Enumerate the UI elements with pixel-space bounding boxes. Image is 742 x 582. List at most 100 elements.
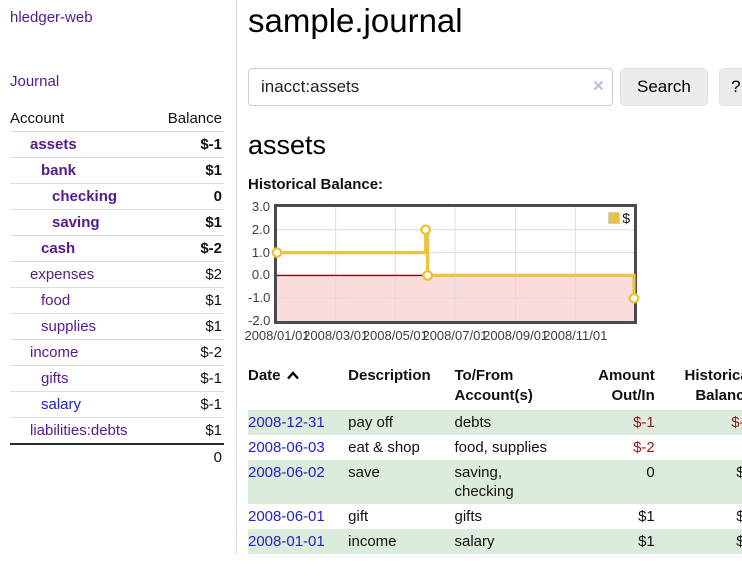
app-window: hledger-web Journal Account Balance asse… — [10, 0, 742, 554]
account-link[interactable]: gifts — [41, 370, 69, 387]
account-balance: $1 — [154, 313, 224, 340]
transaction-balance: $2 — [736, 464, 742, 481]
account-cell: assets — [10, 131, 155, 158]
transaction-date: 2008-06-02 — [248, 460, 348, 504]
chart-title: Historical Balance: — [248, 176, 384, 193]
transaction-amount: $1 — [638, 533, 655, 550]
transaction-balance: 0 — [655, 435, 742, 460]
transaction-date: 2008-06-03 — [248, 435, 348, 460]
search-input[interactable] — [248, 68, 613, 106]
transaction-date-link[interactable]: 2008-12-31 — [248, 414, 325, 431]
account-balance: $1 — [154, 417, 224, 444]
search-button[interactable]: Search — [620, 68, 708, 106]
account-link[interactable]: bank — [41, 162, 77, 179]
transaction-row[interactable]: 2008-01-01 income salary $1 $1 — [248, 529, 742, 554]
sort-ascending-icon — [286, 371, 299, 380]
account-cell: checking — [10, 183, 155, 210]
account-row: assets $-1 — [10, 131, 224, 158]
transaction-row[interactable]: 2008-06-01 gift gifts $1 $2 — [248, 504, 742, 529]
transaction-balance: $1 — [736, 533, 742, 550]
search-box: × — [248, 68, 613, 106]
account-link[interactable]: income — [30, 344, 79, 361]
account-cell: supplies — [10, 313, 155, 340]
account-row: bank $1 — [10, 157, 224, 184]
help-button[interactable]: ? — [718, 68, 742, 106]
transaction-row[interactable]: 2008-06-02 save saving, checking 0 $2 — [248, 460, 742, 504]
account-balance: $2 — [154, 261, 224, 288]
clear-search-icon[interactable]: × — [592, 76, 604, 98]
transaction-description: gift — [348, 508, 369, 525]
account-link[interactable]: salary — [41, 396, 82, 413]
account-cell: expenses — [10, 261, 155, 288]
search-form: × Search ? — [248, 68, 742, 106]
account-cell: bank — [10, 157, 155, 184]
transaction-amount: $1 — [638, 508, 655, 525]
transaction-description: save — [348, 464, 380, 481]
transaction-accounts: salary — [454, 533, 495, 550]
accounts-total: 0 — [10, 443, 224, 470]
transaction-description: eat & shop — [348, 439, 420, 456]
transaction-balance: $2 — [736, 508, 742, 525]
account-link[interactable]: saving — [52, 214, 100, 231]
main-content: sample.journal × Search ? assets Histori… — [237, 0, 742, 554]
column-header[interactable]: To/From Account(s) — [454, 367, 533, 404]
account-row: food $1 — [10, 287, 224, 314]
nav-journal-link[interactable]: Journal — [10, 73, 60, 90]
account-balance: $-1 — [154, 391, 224, 418]
account-row: liabilities:debts $1 — [10, 417, 224, 444]
transaction-date-link[interactable]: 2008-06-02 — [248, 464, 325, 481]
chart-legend: $ — [608, 210, 630, 226]
account-cell: food — [10, 287, 155, 314]
account-link[interactable]: cash — [41, 240, 76, 257]
transaction-amount: $-1 — [633, 414, 655, 431]
transaction-description: pay off — [348, 414, 393, 431]
transaction-accounts: debts — [454, 414, 492, 431]
chart-canvas — [271, 207, 640, 321]
transaction-accounts: food, supplies — [454, 439, 548, 456]
account-link[interactable]: expenses — [30, 266, 95, 283]
transaction-row[interactable]: 2008-12-31 pay off debts $-1 $-1 — [248, 410, 742, 435]
transaction-date-link[interactable]: 2008-06-01 — [248, 508, 325, 525]
account-balance: $1 — [154, 287, 224, 314]
transaction-amount: $-2 — [633, 439, 655, 456]
brand-link[interactable]: hledger-web — [10, 9, 93, 26]
account-link[interactable]: supplies — [41, 318, 97, 335]
sidebar-nav: Journal — [10, 72, 224, 91]
transaction-date-link[interactable]: 2008-06-03 — [248, 439, 325, 456]
account-row: income $-2 — [10, 339, 224, 366]
y-axis-label: 0.0 — [251, 267, 270, 283]
x-axis-label: 2008/09/01 — [483, 328, 549, 343]
account-link[interactable]: liabilities:debts — [30, 422, 128, 439]
legend-swatch — [608, 212, 621, 224]
transaction-description: income — [348, 533, 397, 550]
y-axis-label: -1.0 — [248, 290, 271, 306]
account-balance: $1 — [154, 157, 224, 184]
x-axis-label: 2008/07/01 — [422, 328, 488, 343]
account-cell: cash — [10, 235, 155, 262]
transaction-date: 2008-06-01 — [248, 504, 348, 529]
accounts-table: Account Balance assets $-1 bank $1 checking 0… — [10, 106, 224, 470]
account-row: gifts $-1 — [10, 365, 224, 392]
column-header[interactable]: Amount Out/In — [598, 367, 655, 404]
column-header[interactable]: Date — [248, 364, 348, 410]
account-link[interactable]: assets — [30, 136, 77, 153]
y-axis-label: 1.0 — [251, 244, 270, 260]
column-header[interactable]: Historical Balance — [684, 367, 742, 404]
chart-plot-area: $ — [271, 204, 640, 324]
transaction-row[interactable]: 2008-06-03 eat & shop food, supplies $-20 — [248, 435, 742, 460]
account-cell: liabilities:debts — [10, 417, 155, 444]
account-balance: 0 — [154, 183, 224, 210]
y-axis-label: 3.0 — [251, 199, 270, 214]
account-link[interactable]: food — [41, 292, 71, 309]
account-row: cash $-2 — [10, 235, 224, 262]
account-cell: salary — [10, 391, 155, 418]
transaction-date-link[interactable]: 2008-01-01 — [248, 533, 325, 550]
account-balance: $-1 — [154, 131, 224, 158]
account-link[interactable]: checking — [52, 188, 118, 205]
transaction-date: 2008-12-31 — [248, 410, 348, 435]
page-title: sample.journal — [248, 2, 463, 39]
column-header[interactable]: Description — [348, 367, 431, 384]
brand: hledger-web — [10, 8, 224, 27]
y-axis-label: 2.0 — [251, 221, 270, 237]
account-cell: income — [10, 339, 155, 366]
